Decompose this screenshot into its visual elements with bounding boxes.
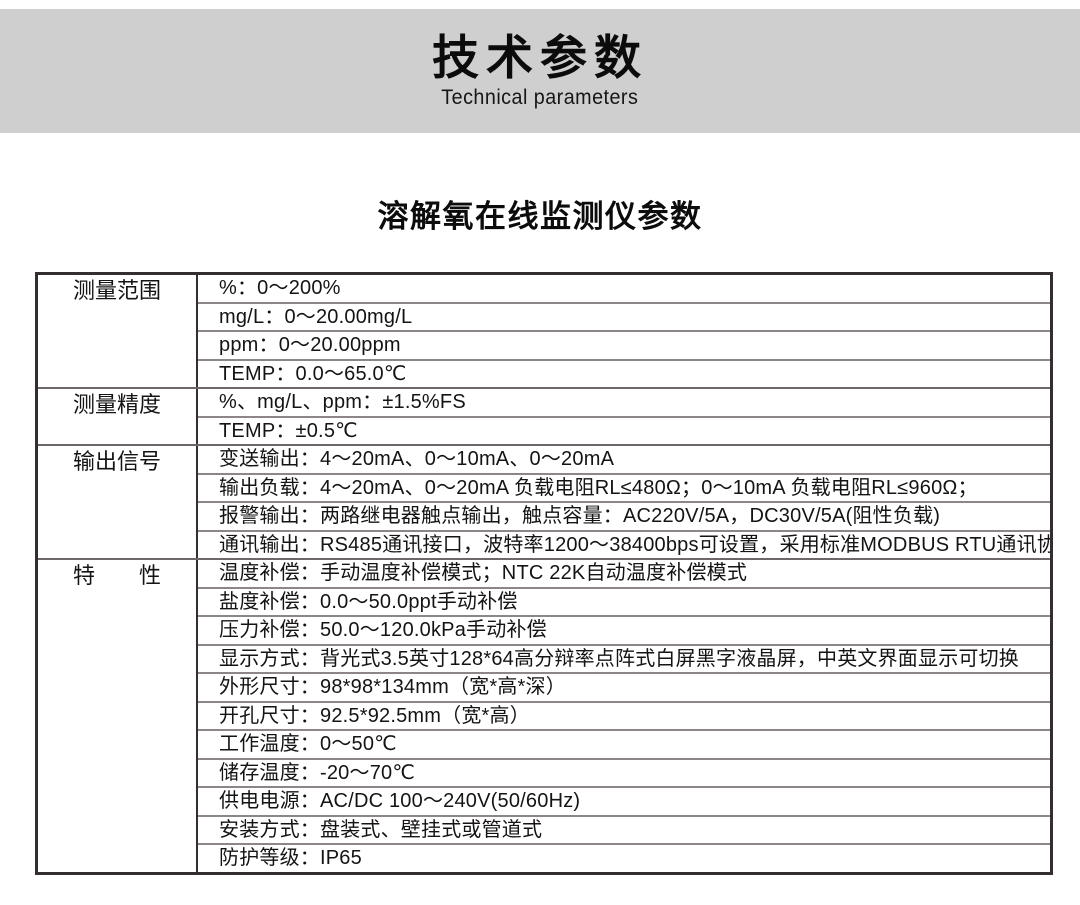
param-row: %、mg/L、ppm：±1.5%FS: [198, 389, 1050, 418]
param-row: 输出负载：4～20mA、0～20mA 负载电阻RL≤480Ω；0～10mA 负载…: [198, 475, 1050, 503]
param-row: 外形尺寸：98*98*134mm（宽*高*深）: [198, 674, 1050, 703]
page-subtitle: Technical parameters: [441, 86, 639, 110]
param-row: 储存温度：-20～70℃: [198, 760, 1050, 788]
param-row: %：0～200%: [198, 275, 1050, 304]
param-row: 供电电源：AC/DC 100～240V(50/60Hz): [198, 788, 1050, 817]
param-row: 盐度补偿：0.0～50.0ppt手动补偿: [198, 589, 1050, 617]
param-row: 防护等级：IP65: [219, 847, 362, 869]
param-row: 压力补偿：50.0～120.0kPa手动补偿: [198, 617, 1050, 646]
param-rows: %：0～200% mg/L：0～20.00mg/L ppm：0～20.00ppm TE…: [198, 275, 1050, 387]
param-group: 测量范围 %：0～200% mg/L：0～20.00mg/L ppm：0～20.00p…: [38, 275, 1050, 389]
param-row: 温度补偿：手动温度补偿模式；NTC 22K自动温度补偿模式: [198, 560, 1050, 589]
param-group-label: 测量精度: [38, 389, 198, 444]
param-row: 开孔尺寸：92.5*92.5mm（宽*高）: [198, 703, 1050, 731]
param-row: ppm：0～20.00ppm: [198, 332, 1050, 361]
param-row: mg/L：0～20.00mg/L: [198, 304, 1050, 332]
param-rows: 变送输出：4～20mA、0～10mA、0～20mA 输出负载：4～20mA、0～2…: [198, 446, 1050, 558]
param-group: 输出信号 变送输出：4～20mA、0～10mA、0～20mA 输出负载：4～20mA…: [38, 446, 1050, 560]
param-row: 报警输出：两路继电器触点输出，触点容量：AC220V/5A，DC30V/5A(阻…: [198, 503, 1050, 532]
param-rows: %、mg/L、ppm：±1.5%FS TEMP：±0.5℃: [198, 389, 1050, 444]
param-row: 安装方式：盘装式、壁挂式或管道式: [198, 817, 1050, 845]
param-group: 特 性温度补偿：手动温度补偿模式；NTC 22K自动温度补偿模式 盐度补偿：0.0…: [38, 560, 1050, 872]
param-row: TEMP：0.0～65.0℃: [219, 362, 407, 385]
param-row: 变送输出：4～20mA、0～10mA、0～20mA: [198, 446, 1050, 475]
param-row: 工作温度：0～50℃: [198, 731, 1050, 760]
param-group-label: 输出信号: [38, 446, 198, 558]
param-row: 显示方式：背光式3.5英寸128*64高分辩率点阵式白屏黑字液晶屏，中英文界面显…: [198, 646, 1050, 674]
param-group-label: 特 性: [38, 560, 198, 872]
param-group: 测量精度 %、mg/L、ppm：±1.5%FS TEMP：±0.5℃: [38, 389, 1050, 446]
param-row: TEMP：±0.5℃: [219, 419, 358, 442]
section-title: 溶解氧在线监测仪参数: [377, 199, 703, 234]
param-group-label: 测量范围: [38, 275, 198, 387]
parameters-table: 测量范围 %：0～200% mg/L：0～20.00mg/L ppm：0～20.00p…: [35, 272, 1053, 875]
header-band: 技术参数 Technical parameters: [0, 9, 1080, 133]
param-rows: 温度补偿：手动温度补偿模式；NTC 22K自动温度补偿模式 盐度补偿：0.0～50…: [198, 560, 1050, 872]
param-row: 通讯输出：RS485通讯接口，波特率1200～38400bps可设置，采用标准M…: [219, 533, 1050, 556]
page-title: 技术参数: [432, 30, 648, 84]
